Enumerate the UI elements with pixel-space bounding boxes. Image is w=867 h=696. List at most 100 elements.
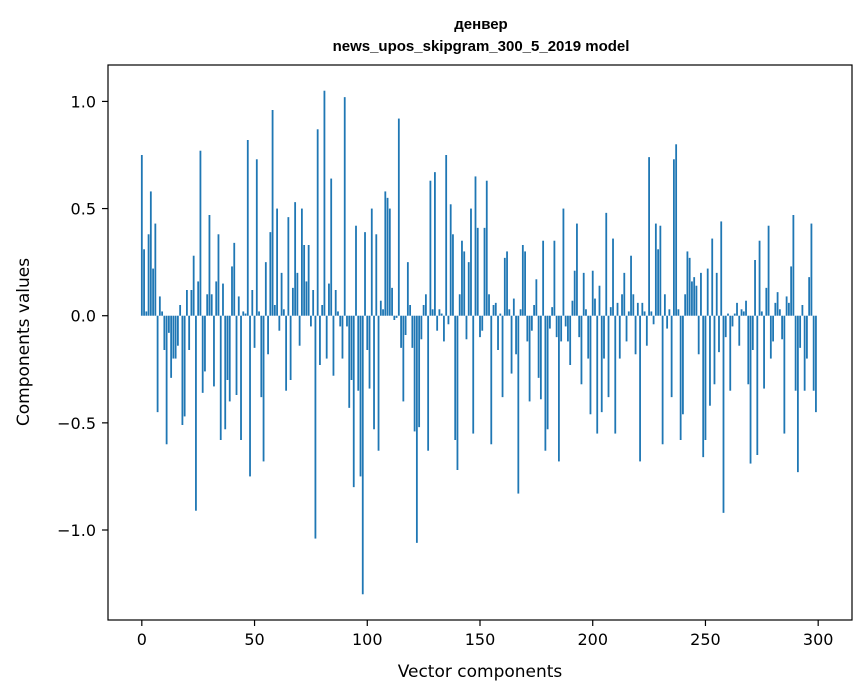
bar-209 (612, 238, 614, 316)
bar-86 (334, 290, 337, 316)
bar-207 (607, 315, 610, 398)
bar-28 (204, 315, 206, 372)
x-tick-label: 0 (137, 630, 147, 649)
bar-204 (600, 315, 603, 413)
bar-128 (429, 180, 432, 316)
bar-131 (436, 315, 439, 331)
bar-270 (749, 315, 752, 464)
bar-263 (733, 313, 736, 316)
bar-42 (235, 315, 238, 395)
bar-126 (424, 294, 427, 316)
bar-283 (778, 309, 781, 316)
bar-57 (269, 232, 272, 316)
bar-81 (323, 90, 326, 316)
bar-14 (172, 315, 175, 359)
bar-45 (242, 311, 245, 316)
bar-107 (382, 309, 384, 316)
bar-99 (364, 232, 366, 316)
bar-33 (215, 281, 218, 316)
bar-137 (449, 204, 452, 316)
bar-211 (616, 302, 619, 316)
x-tick-label: 150 (465, 630, 496, 649)
bar-231 (661, 315, 664, 445)
bar-35 (219, 315, 222, 440)
bar-214 (623, 272, 626, 316)
bar-37 (224, 315, 227, 430)
bar-193 (576, 223, 578, 316)
bar-79 (319, 315, 321, 365)
bar-31 (210, 294, 213, 316)
bar-113 (395, 315, 398, 318)
bar-163 (508, 309, 511, 316)
bar-243 (688, 257, 691, 316)
bar-41 (233, 242, 236, 316)
bar-46 (244, 313, 247, 316)
bar-38 (226, 315, 229, 380)
bar-192 (573, 270, 576, 316)
bar-158 (497, 315, 499, 350)
bar-244 (691, 281, 693, 316)
bar-246 (695, 285, 698, 316)
bar-151 (481, 315, 484, 331)
bar-208 (609, 307, 612, 316)
bar-250 (704, 315, 707, 440)
bar-48 (249, 315, 251, 477)
bar-110 (388, 208, 391, 316)
bar-112 (393, 315, 396, 320)
bar-191 (571, 300, 574, 316)
bar-169 (521, 245, 524, 316)
bar-264 (736, 302, 738, 316)
bar-146 (470, 208, 472, 316)
bar-257 (720, 221, 723, 316)
bar-224 (645, 315, 648, 346)
bar-133 (440, 313, 443, 316)
bar-4 (149, 191, 152, 316)
bar-134 (443, 315, 445, 342)
bar-225 (648, 157, 650, 316)
bar-145 (467, 262, 470, 316)
plot-frame (107, 64, 853, 621)
bar-183 (553, 240, 556, 316)
bar-88 (339, 315, 342, 327)
x-tick-label: 200 (577, 630, 608, 649)
bar-55 (264, 262, 267, 316)
bar-171 (526, 315, 529, 342)
bar-80 (321, 305, 324, 316)
bar-77 (314, 315, 317, 539)
bar-216 (627, 311, 630, 316)
bar-298 (812, 315, 815, 391)
bar-256 (718, 315, 720, 353)
bar-0 (140, 155, 143, 316)
bar-96 (357, 315, 360, 391)
bar-101 (368, 315, 371, 389)
x-tick-label: 250 (690, 630, 721, 649)
bar-130 (434, 172, 436, 316)
bar-226 (650, 311, 653, 316)
bar-236 (672, 159, 675, 316)
bar-71 (300, 208, 303, 316)
bar-272 (754, 260, 756, 316)
bar-202 (596, 315, 599, 434)
bar-117 (404, 315, 407, 335)
bar-132 (438, 309, 441, 316)
bar-271 (751, 315, 754, 350)
bar-252 (709, 315, 711, 406)
bar-135 (445, 155, 448, 316)
bar-201 (594, 298, 596, 316)
bar-157 (494, 302, 497, 316)
bar-210 (614, 315, 617, 434)
bar-195 (580, 315, 583, 385)
bar-83 (328, 283, 330, 316)
bar-285 (783, 315, 786, 434)
bar-189 (567, 315, 569, 342)
bar-205 (603, 315, 605, 359)
bar-8 (158, 296, 161, 316)
bar-223 (643, 311, 646, 316)
bar-168 (519, 309, 522, 316)
bar-213 (621, 294, 623, 316)
bar-166 (515, 315, 517, 355)
bar-234 (668, 309, 671, 316)
bar-229 (657, 249, 660, 316)
bar-241 (684, 294, 687, 316)
bar-58 (271, 110, 274, 316)
